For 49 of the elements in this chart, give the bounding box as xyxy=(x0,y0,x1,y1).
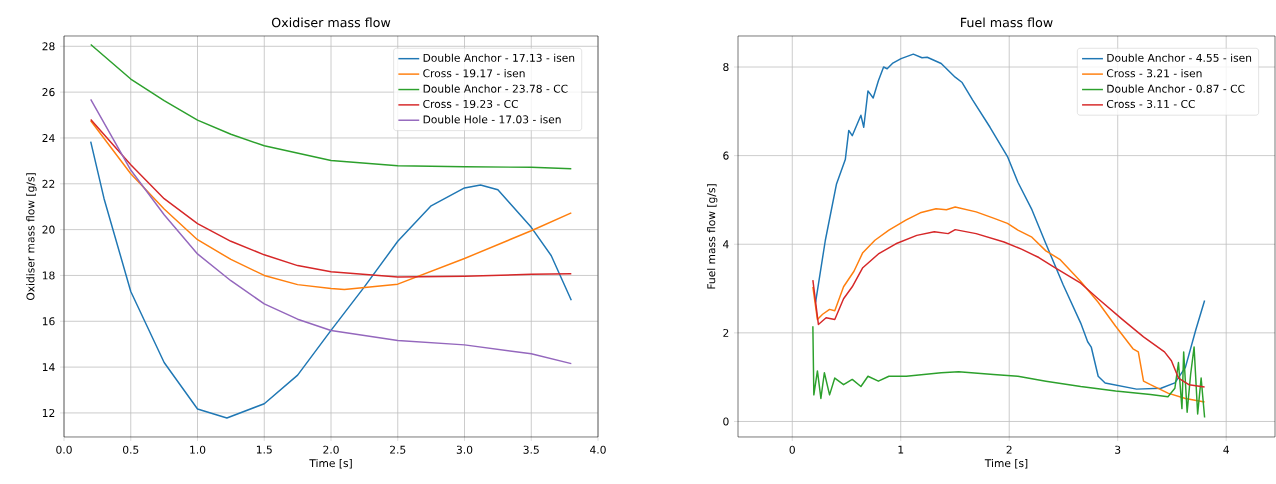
y-tick-label: 2 xyxy=(723,328,729,337)
legend-label: Double Anchor - 23.78 - CC xyxy=(423,84,568,93)
y-tick-label: 20 xyxy=(42,225,55,234)
x-tick-label: 0 xyxy=(789,445,795,454)
x-tick-label: 2 xyxy=(1006,445,1012,454)
y-axis-title: Fuel mass flow [g/s] xyxy=(707,184,718,289)
line-series xyxy=(812,228,1206,388)
x-tick-label: 4.0 xyxy=(590,445,606,454)
line-series xyxy=(89,98,573,365)
line-series xyxy=(812,325,1206,419)
y-tick-label: 16 xyxy=(42,317,55,326)
line-series xyxy=(89,140,573,419)
x-axis-title: Time [s] xyxy=(309,458,352,469)
x-tick-label: 4 xyxy=(1223,445,1229,454)
x-tick-label: 3 xyxy=(1115,445,1121,454)
x-tick-label: 1 xyxy=(898,445,904,454)
y-axis-title: Oxidiser mass flow [g/s] xyxy=(26,173,37,301)
y-tick-label: 26 xyxy=(42,88,55,97)
x-tick-label: 0.0 xyxy=(56,445,72,454)
line-series xyxy=(89,43,573,170)
chart-title: Fuel mass flow xyxy=(961,17,1053,28)
y-tick-label: 6 xyxy=(723,151,729,160)
x-tick-label: 2.5 xyxy=(390,445,406,454)
x-tick-label: 1.0 xyxy=(190,445,206,454)
x-tick-label: 3.0 xyxy=(456,445,473,454)
line-series xyxy=(812,206,1206,403)
x-tick-label: 1.5 xyxy=(256,445,272,454)
y-tick-label: 18 xyxy=(42,271,55,280)
legend-label: Cross - 19.23 - CC xyxy=(423,99,518,108)
chart-title: Oxidiser mass flow xyxy=(271,17,391,28)
y-tick-label: 24 xyxy=(42,133,55,142)
legend-label: Double Anchor - 17.13 - isen xyxy=(423,53,575,62)
y-tick-label: 8 xyxy=(723,62,729,72)
legend-label: Double Anchor - 0.87 - CC xyxy=(1107,84,1245,93)
y-tick-label: 0 xyxy=(723,417,729,426)
y-tick-label: 14 xyxy=(42,363,55,371)
x-tick-label: 2.0 xyxy=(323,445,339,454)
x-axis-title: Time [s] xyxy=(984,458,1028,469)
x-tick-label: 0.5 xyxy=(122,445,139,454)
y-tick-label: 28 xyxy=(42,42,55,51)
legend-label: Double Anchor - 4.55 - isen xyxy=(1107,53,1252,62)
legend-label: Cross - 19.17 - isen xyxy=(423,69,525,78)
y-tick-label: 4 xyxy=(723,240,729,249)
x-tick-label: 3.5 xyxy=(523,445,539,454)
legend-label: Double Hole - 17.03 - isen xyxy=(423,115,561,124)
legend-label: Cross - 3.21 - isen xyxy=(1106,69,1202,78)
legend-label: Cross - 3.11 - CC xyxy=(1106,99,1195,108)
y-tick-label: 22 xyxy=(42,179,55,188)
y-tick-label: 12 xyxy=(42,408,55,417)
